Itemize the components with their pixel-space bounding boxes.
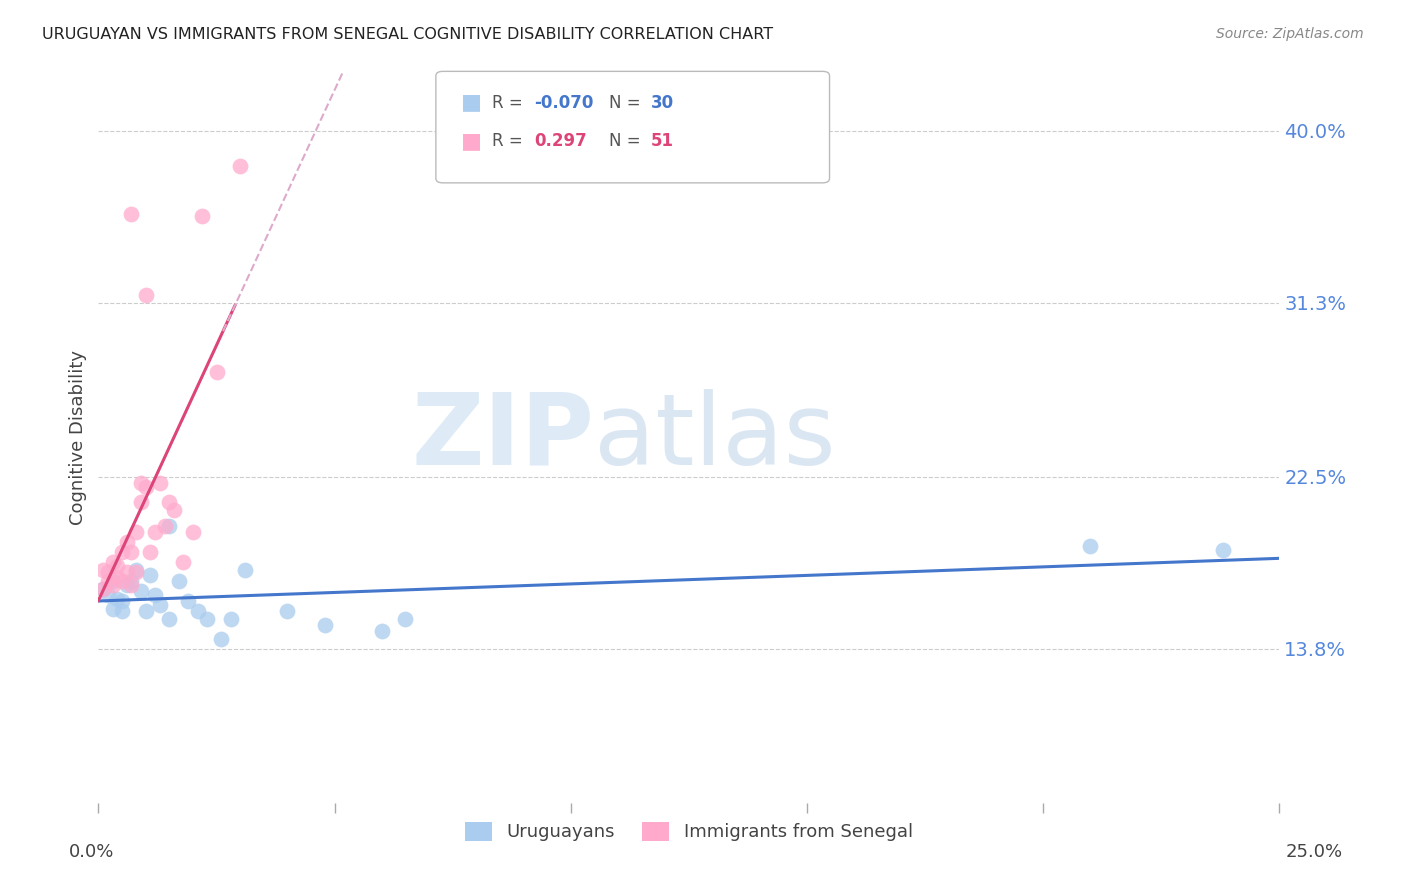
Point	[139, 568, 162, 582]
Point	[172, 555, 194, 569]
Point	[121, 545, 143, 559]
Point	[121, 578, 143, 592]
Text: atlas: atlas	[595, 389, 837, 485]
Text: 51: 51	[651, 132, 673, 150]
Point	[149, 475, 172, 490]
Point	[135, 287, 157, 301]
Y-axis label: Cognitive Disability: Cognitive Disability	[69, 350, 87, 524]
Point	[1080, 539, 1102, 553]
Point	[121, 574, 143, 589]
Point	[97, 588, 120, 602]
Text: URUGUAYAN VS IMMIGRANTS FROM SENEGAL COGNITIVE DISABILITY CORRELATION CHART: URUGUAYAN VS IMMIGRANTS FROM SENEGAL COG…	[42, 27, 773, 42]
Text: 0.0%: 0.0%	[69, 843, 114, 861]
Text: ZIP: ZIP	[412, 389, 595, 485]
Point	[129, 495, 152, 509]
Point	[105, 570, 128, 584]
Text: 30: 30	[651, 94, 673, 112]
Point	[115, 534, 138, 549]
Point	[115, 565, 138, 579]
Text: N =: N =	[609, 94, 645, 112]
Text: Source: ZipAtlas.com: Source: ZipAtlas.com	[1216, 27, 1364, 41]
Point	[91, 562, 114, 576]
Point	[371, 624, 394, 638]
Point	[163, 503, 186, 517]
Point	[314, 618, 336, 632]
Point	[101, 602, 124, 616]
Text: 0.297: 0.297	[534, 132, 588, 150]
Point	[129, 584, 152, 599]
Point	[105, 592, 128, 607]
Point	[157, 519, 180, 533]
Point	[111, 594, 134, 608]
Text: ■: ■	[461, 131, 482, 151]
Point	[101, 578, 124, 592]
Point	[149, 598, 172, 612]
Point	[121, 207, 143, 221]
Point	[157, 495, 180, 509]
Point	[276, 604, 298, 618]
Text: R =: R =	[492, 132, 533, 150]
Point	[125, 524, 148, 539]
Point	[177, 594, 200, 608]
Text: -0.070: -0.070	[534, 94, 593, 112]
Point	[139, 545, 162, 559]
Point	[105, 558, 128, 573]
Point	[1212, 542, 1234, 557]
Point	[129, 475, 152, 490]
Point	[209, 632, 232, 646]
Point	[97, 574, 120, 589]
Point	[125, 562, 148, 576]
Text: N =: N =	[609, 132, 645, 150]
Point	[111, 604, 134, 618]
Point	[101, 574, 124, 589]
Point	[233, 562, 256, 576]
Point	[143, 588, 166, 602]
Point	[157, 612, 180, 626]
Point	[125, 565, 148, 579]
Point	[111, 574, 134, 589]
Point	[219, 612, 242, 626]
Point	[394, 612, 416, 626]
Point	[153, 519, 176, 533]
Legend: Uruguayans, Immigrants from Senegal: Uruguayans, Immigrants from Senegal	[458, 814, 920, 848]
Point	[229, 159, 252, 173]
Point	[135, 604, 157, 618]
Point	[191, 209, 214, 223]
Point	[91, 582, 114, 597]
Point	[187, 604, 209, 618]
Point	[195, 612, 218, 626]
Point	[167, 574, 190, 589]
Point	[91, 582, 114, 597]
Point	[205, 365, 228, 379]
Point	[97, 565, 120, 579]
Text: R =: R =	[492, 94, 529, 112]
Point	[135, 479, 157, 493]
Text: ■: ■	[461, 93, 482, 112]
Text: 25.0%: 25.0%	[1286, 843, 1343, 861]
Point	[143, 524, 166, 539]
Point	[111, 545, 134, 559]
Point	[101, 555, 124, 569]
Point	[115, 578, 138, 592]
Point	[181, 524, 204, 539]
